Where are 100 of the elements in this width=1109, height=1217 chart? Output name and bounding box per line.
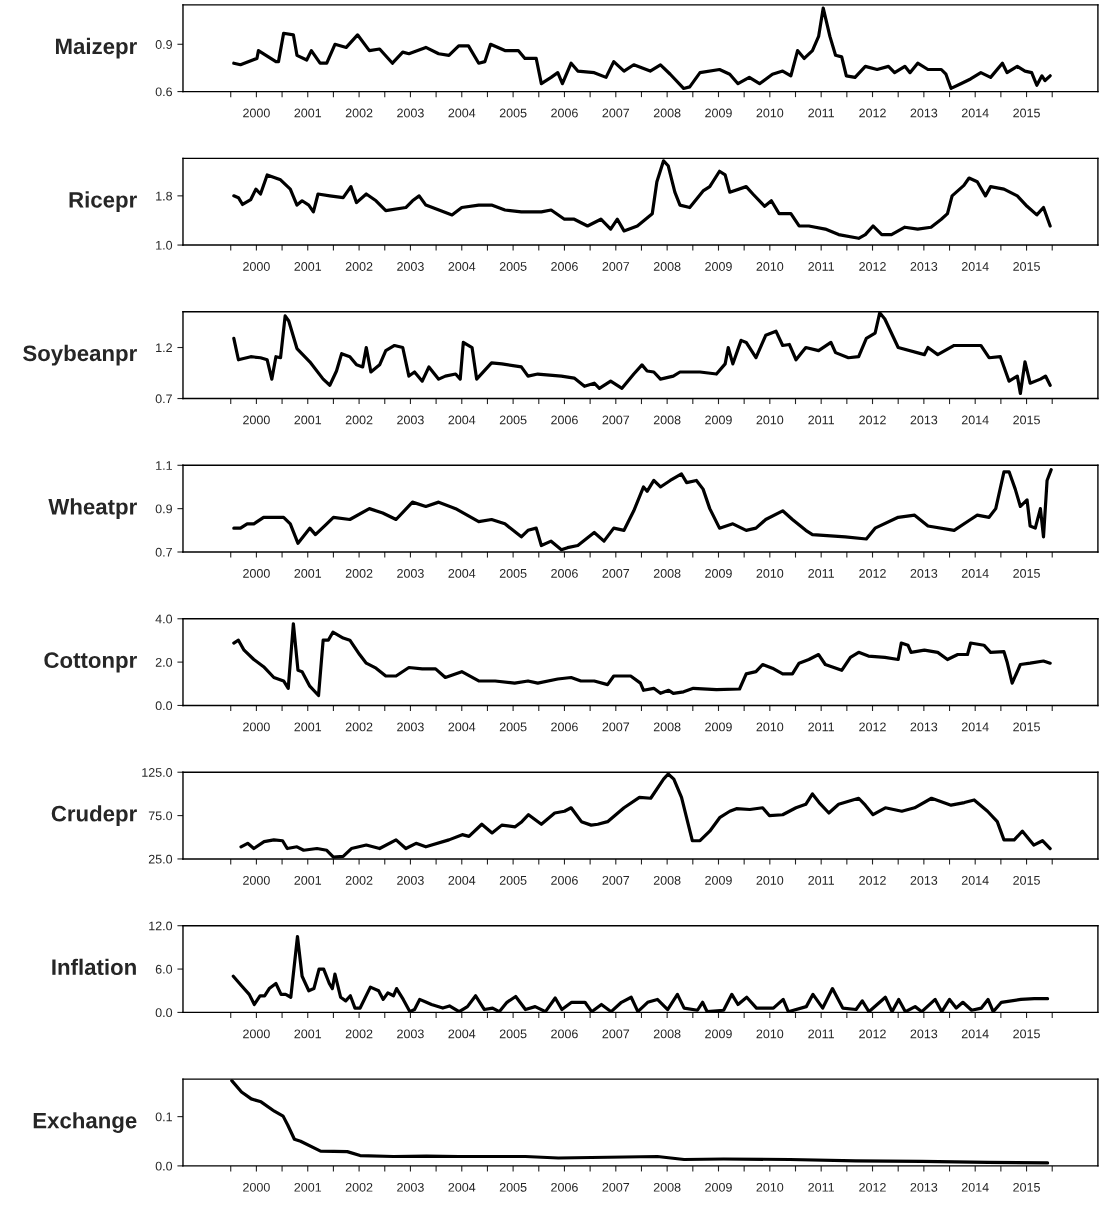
x-tick-label: 2004 bbox=[448, 262, 476, 271]
x-tick-label: 2014 bbox=[961, 415, 989, 425]
x-tick-label: 2012 bbox=[859, 722, 886, 732]
y-tick-label: 25.0 bbox=[148, 854, 173, 864]
y-axis-title: Inflation bbox=[52, 958, 136, 976]
x-tick-label: 2013 bbox=[910, 415, 938, 425]
y-tick-label: 1.8 bbox=[156, 191, 173, 201]
x-tick-label: 2003 bbox=[397, 568, 424, 578]
x-tick-label: 2011 bbox=[808, 108, 835, 118]
x-tick-label: 2001 bbox=[294, 1182, 322, 1192]
x-tick-label: 2009 bbox=[705, 875, 732, 885]
x-tick-label: 2013 bbox=[910, 1182, 938, 1192]
x-tick-label: 2000 bbox=[243, 875, 270, 885]
x-tick-label: 2010 bbox=[756, 108, 784, 118]
x-tick-label: 2000 bbox=[243, 568, 270, 578]
x-tick-label: 2007 bbox=[602, 108, 630, 118]
x-tick-label: 2011 bbox=[808, 722, 835, 732]
x-tick-label: 2002 bbox=[345, 875, 373, 885]
y-tick-label: 0.6 bbox=[155, 87, 173, 97]
x-tick-label: 2003 bbox=[397, 1182, 424, 1192]
x-tick-label: 2006 bbox=[551, 262, 578, 271]
x-tick-label: 2002 bbox=[345, 262, 373, 271]
x-tick-label: 2010 bbox=[756, 875, 784, 885]
y-axis-title: Crudepr bbox=[51, 805, 137, 826]
x-tick-label: 2012 bbox=[859, 262, 886, 271]
x-tick-label: 2012 bbox=[859, 415, 886, 425]
x-tick-label: 2006 bbox=[551, 568, 578, 578]
x-tick-label: 2008 bbox=[653, 568, 681, 578]
x-tick-label: 2007 bbox=[602, 1029, 630, 1039]
x-tick-label: 2013 bbox=[910, 108, 938, 118]
x-tick-label: 2015 bbox=[1013, 108, 1040, 118]
y-axis-title: Maizepr bbox=[55, 37, 137, 59]
x-tick-label: 2004 bbox=[448, 722, 476, 732]
y-tick-label: 0.1 bbox=[155, 1112, 172, 1122]
x-tick-label: 2007 bbox=[602, 722, 630, 732]
x-tick-label: 2000 bbox=[243, 262, 270, 271]
x-tick-label: 2012 bbox=[859, 1029, 886, 1039]
y-tick-label: 0.9 bbox=[155, 40, 172, 49]
y-tick-label: 12.0 bbox=[149, 921, 173, 931]
x-tick-label: 2005 bbox=[499, 568, 527, 578]
x-tick-label: 2000 bbox=[243, 108, 270, 118]
x-tick-label: 2003 bbox=[397, 415, 424, 425]
x-tick-label: 2009 bbox=[705, 1029, 732, 1039]
x-tick-label: 2004 bbox=[448, 875, 476, 885]
x-tick-label: 2010 bbox=[756, 1029, 784, 1039]
x-tick-label: 2013 bbox=[910, 875, 938, 885]
x-tick-label: 2009 bbox=[705, 262, 732, 271]
x-tick-label: 2004 bbox=[448, 1029, 476, 1039]
x-tick-label: 2000 bbox=[243, 1182, 270, 1192]
x-tick-label: 2007 bbox=[602, 1182, 630, 1192]
x-tick-label: 2015 bbox=[1013, 722, 1040, 732]
x-tick-label: 2007 bbox=[602, 568, 630, 578]
x-tick-label: 2005 bbox=[499, 415, 527, 425]
x-tick-label: 2008 bbox=[653, 722, 681, 732]
x-tick-label: 2001 bbox=[294, 262, 322, 271]
x-tick-label: 2014 bbox=[961, 875, 989, 885]
x-tick-label: 2002 bbox=[345, 1182, 373, 1192]
x-tick-label: 2001 bbox=[294, 108, 322, 118]
x-tick-label: 2015 bbox=[1013, 875, 1040, 885]
y-tick-label: 75.0 bbox=[148, 811, 173, 821]
y-axis-title: Exchange bbox=[33, 1112, 137, 1133]
x-tick-label: 2011 bbox=[808, 415, 835, 425]
x-tick-label: 2006 bbox=[551, 1029, 578, 1039]
x-tick-label: 2015 bbox=[1013, 1182, 1040, 1192]
x-tick-label: 2010 bbox=[756, 262, 784, 271]
x-tick-label: 2008 bbox=[653, 1182, 681, 1192]
x-tick-label: 2004 bbox=[448, 568, 476, 578]
x-tick-label: 2007 bbox=[602, 415, 630, 425]
x-tick-label: 2006 bbox=[551, 108, 578, 118]
x-tick-label: 2000 bbox=[243, 1029, 270, 1039]
x-tick-label: 2011 bbox=[808, 875, 835, 885]
x-tick-label: 2008 bbox=[653, 415, 681, 425]
y-axis-title: Wheatpr bbox=[48, 498, 137, 519]
x-tick-label: 2014 bbox=[961, 1182, 989, 1192]
x-tick-label: 2012 bbox=[859, 108, 886, 118]
x-tick-label: 2001 bbox=[294, 1029, 322, 1039]
y-tick-label: 0.9 bbox=[155, 504, 172, 514]
y-tick-label: 1.1 bbox=[156, 461, 172, 470]
y-tick-label: 6.0 bbox=[155, 964, 173, 974]
x-tick-label: 2013 bbox=[910, 1029, 938, 1039]
x-tick-label: 2012 bbox=[859, 568, 886, 578]
x-tick-label: 2006 bbox=[551, 875, 578, 885]
x-tick-label: 2005 bbox=[499, 722, 527, 732]
x-tick-label: 2002 bbox=[345, 1029, 373, 1039]
y-axis-title: Ricepr bbox=[69, 191, 137, 213]
x-tick-label: 2000 bbox=[243, 722, 270, 732]
x-tick-label: 2001 bbox=[294, 568, 322, 578]
x-tick-label: 2005 bbox=[499, 875, 527, 885]
x-tick-label: 2014 bbox=[961, 568, 989, 578]
x-tick-label: 2003 bbox=[397, 1029, 424, 1039]
x-tick-label: 2009 bbox=[705, 568, 732, 578]
x-tick-label: 2002 bbox=[345, 568, 373, 578]
x-tick-label: 2009 bbox=[705, 722, 732, 732]
x-tick-label: 2002 bbox=[345, 415, 373, 425]
x-tick-label: 2006 bbox=[551, 722, 578, 732]
x-tick-label: 2003 bbox=[397, 108, 424, 118]
x-tick-label: 2009 bbox=[705, 415, 732, 425]
y-tick-label: 0.0 bbox=[155, 701, 173, 711]
y-tick-label: 0.7 bbox=[155, 394, 172, 404]
x-tick-label: 2003 bbox=[397, 262, 424, 271]
